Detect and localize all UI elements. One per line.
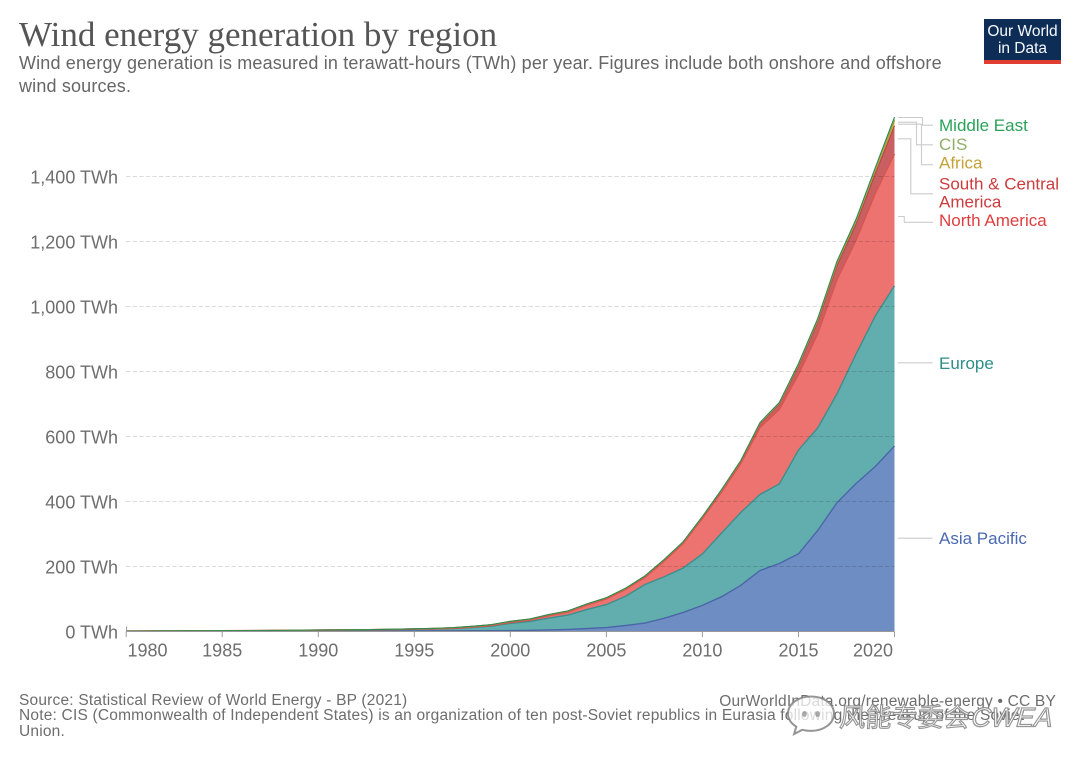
svg-text:1,400 TWh: 1,400 TWh: [30, 168, 118, 188]
svg-text:2010: 2010: [682, 641, 722, 661]
svg-text:North America: North America: [939, 211, 1047, 230]
svg-text:0 TWh: 0 TWh: [65, 623, 118, 643]
svg-text:1980: 1980: [128, 641, 168, 661]
svg-text:CIS: CIS: [939, 135, 967, 154]
svg-text:2020: 2020: [853, 641, 893, 661]
svg-text:2000: 2000: [490, 641, 530, 661]
svg-text:1,000 TWh: 1,000 TWh: [30, 298, 118, 318]
svg-text:1985: 1985: [202, 641, 242, 661]
svg-text:400 TWh: 400 TWh: [45, 493, 118, 513]
svg-text:2015: 2015: [778, 641, 818, 661]
svg-text:Europe: Europe: [939, 354, 994, 373]
svg-text:Africa: Africa: [939, 154, 983, 173]
svg-text:Middle East: Middle East: [939, 116, 1028, 135]
svg-text:South & Central: South & Central: [939, 175, 1059, 194]
svg-text:America: America: [939, 193, 1002, 212]
svg-text:1995: 1995: [394, 641, 434, 661]
svg-text:2005: 2005: [586, 641, 626, 661]
svg-text:200 TWh: 200 TWh: [45, 558, 118, 578]
svg-text:1990: 1990: [298, 641, 338, 661]
svg-text:Asia Pacific: Asia Pacific: [939, 529, 1027, 548]
svg-text:800 TWh: 800 TWh: [45, 363, 118, 383]
svg-text:1,200 TWh: 1,200 TWh: [30, 233, 118, 253]
svg-text:600 TWh: 600 TWh: [45, 428, 118, 448]
svg-text:CWEA: CWEA: [971, 703, 1054, 733]
